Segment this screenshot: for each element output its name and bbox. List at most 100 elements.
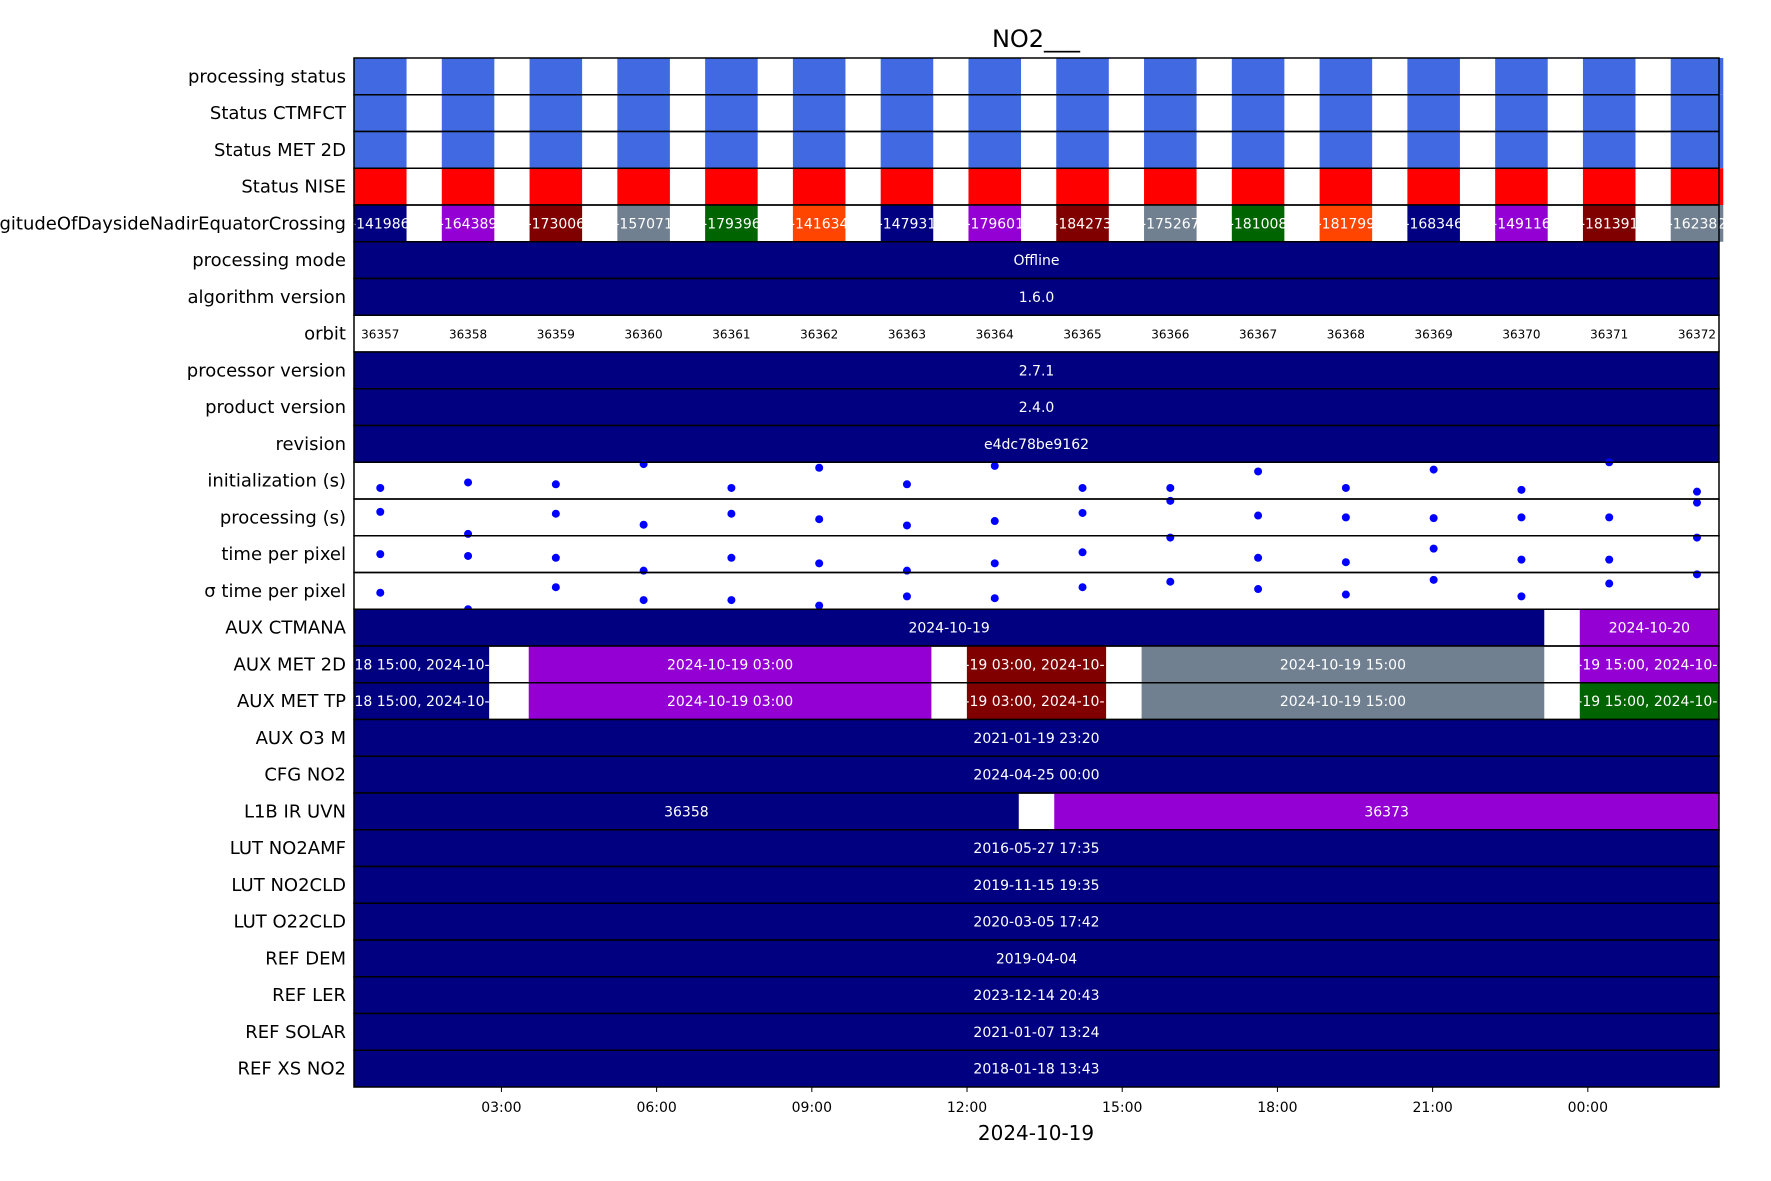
data-point [1692,498,1701,507]
data-point [1166,496,1175,505]
row-label: σ time per pixel [204,581,346,602]
data-point [639,460,648,469]
granule-value: -157071 [614,216,673,232]
granule-block [441,205,495,242]
orbit-number: 36365 [1063,328,1101,342]
row-processing-mode: processing mode Offline [192,241,1720,280]
data-point [1078,508,1087,517]
span-label: 2016-05-27 17:35 [973,841,1099,857]
row-label: LongitudeOfDaysideNadirEquatorCrossing [0,213,346,234]
granule-value: -175267 [1141,216,1200,232]
granule-block [617,94,670,132]
row-frame [353,498,1720,537]
data-point [1166,533,1175,542]
row-time-per-pixel: time per pixel [221,533,1720,575]
granule-block [880,205,934,242]
span-bar [354,756,1719,793]
span-bar [354,388,1719,426]
granule-value: -147931 [878,216,937,232]
granule-block [1056,205,1109,242]
data-point [551,480,560,489]
granule-block [792,131,846,169]
data-point [1605,579,1614,588]
orbit-number: 36358 [449,328,487,342]
row-lut-no2amf: LUT NO2AMF 2016-05-27 17:35 [230,829,1720,868]
span-label: 1.6.0 [1019,290,1055,306]
data-point [1517,485,1526,494]
granule-block [1144,205,1197,242]
row-aux-o3-m: AUX O3 M 2021-01-19 23:20 [256,718,1720,757]
data-point [551,583,560,592]
row-ref-dem: REF DEM 2019-04-04 [265,939,1720,978]
granule-block [1407,205,1460,242]
row-label: LUT NO2CLD [231,875,346,896]
orbit-number: 36372 [1678,328,1716,342]
x-tick-label: 15:00 [1102,1100,1142,1116]
granule-block [529,205,583,242]
span-label: 2024-10-19 03:00, 2024-10-19 15:00 [906,694,1167,710]
row-processing-s: processing (s) [220,496,1720,538]
span-bar [354,866,1719,904]
granule-block [1231,94,1285,132]
row-label: AUX MET TP [237,691,346,712]
granule-block [1495,94,1548,132]
granule-block [968,94,1022,132]
span-bar [354,609,1545,646]
granule-block [968,131,1022,169]
span-label: 2024-10-20 [1609,621,1690,637]
row-processing-status: processing status [188,57,1724,96]
x-tick-label: 21:00 [1412,1100,1452,1116]
data-point [990,461,999,470]
granule-block [1319,58,1373,95]
row-label: processing status [188,66,346,87]
data-point [1341,590,1350,599]
granule-block [354,168,407,205]
row-label: Status NISE [241,177,346,198]
granule-block [1407,94,1460,132]
row-label: AUX CTMANA [225,618,346,639]
granule-block [1670,94,1724,132]
granule-block [529,131,583,169]
data-point [1254,553,1263,562]
span-label: 2.4.0 [1019,400,1055,416]
span-label: 2021-01-07 13:24 [973,1025,1099,1041]
span-bar [528,682,932,720]
granule-value: -181008 [1229,216,1288,232]
span-bar [354,903,1719,940]
orbit-number: 36361 [712,328,750,342]
orbit-number: 36363 [888,328,926,342]
granule-block [529,168,583,205]
granule-block [1582,131,1636,169]
granule-value: -149116 [1492,216,1551,232]
span-label: 2021-01-19 23:20 [973,731,1099,747]
granule-block [617,131,670,169]
row-status-ctmfct: Status CTMFCT [210,94,1724,133]
row-label: REF XS NO2 [237,1059,346,1080]
granule-block [1056,168,1109,205]
granule-block [1495,131,1548,169]
span-label: 2024-10-19 03:00 [667,694,793,710]
span-bar [966,646,1107,683]
row-lut-o22cld: LUT O22CLD 2020-03-05 17:42 [233,902,1720,941]
row-frame [353,1049,1720,1088]
span-label: 2024-10-19 [908,621,989,637]
data-point [464,529,473,538]
data-point [1341,513,1350,522]
granule-block [1319,131,1373,169]
orbit-number: 36371 [1590,328,1628,342]
span-bar [966,682,1107,720]
row-ref-ler: REF LER 2023-12-14 20:43 [272,976,1720,1015]
span-bar [354,940,1719,977]
span-label: 2024-10-19 15:00, 2024-10-20 03:00 [1519,657,1771,673]
data-point [815,515,824,524]
x-tick-label: 03:00 [481,1100,521,1116]
granule-block [1407,58,1460,95]
x-tick-label: 00:00 [1568,1100,1608,1116]
data-point [376,507,385,516]
data-point [1254,585,1263,594]
span-label: 2.7.1 [1019,363,1055,379]
granule-block [880,94,934,132]
span-label: 2018-01-18 13:43 [973,1062,1099,1078]
span-label: 2024-10-19 15:00, 2024-10-20 03:00 [1519,694,1771,710]
x-tick-label: 09:00 [792,1100,832,1116]
